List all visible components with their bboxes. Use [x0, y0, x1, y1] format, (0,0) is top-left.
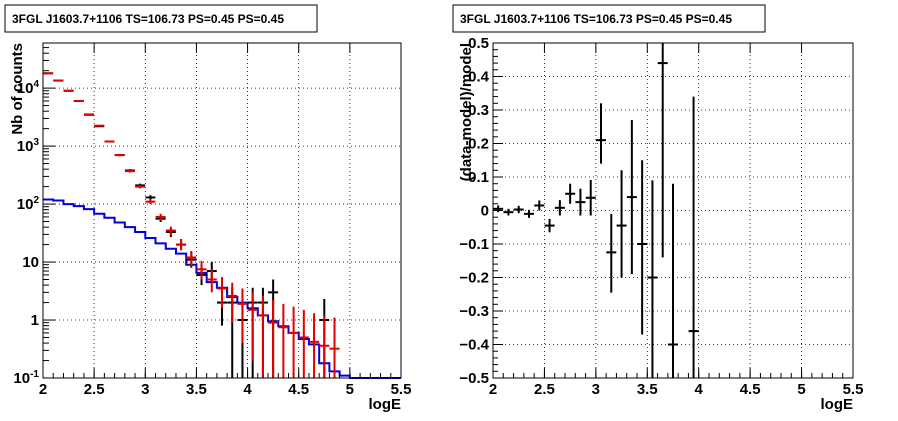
counts-plot-frame — [42, 42, 402, 379]
counts-data-point — [309, 313, 320, 378]
residuals-y-tick-label: 0.5 — [468, 35, 489, 52]
residuals-x-axis-label: logE — [821, 396, 854, 413]
counts-data-point — [176, 238, 187, 251]
residuals-x-tick-label: 5 — [797, 381, 805, 398]
residuals-x-tick-label: 2 — [489, 381, 497, 398]
residuals-data-point — [544, 218, 555, 233]
residuals-data-point — [503, 208, 514, 216]
counts-y-axis-label: Nb of counts — [9, 43, 26, 135]
counts-data-point — [155, 213, 166, 221]
residuals-y-tick-label: 0.2 — [468, 136, 489, 153]
counts-data-point — [288, 306, 299, 378]
counts-x-axis-label: logE — [369, 396, 402, 413]
counts-x-tick-label: 2 — [39, 381, 47, 398]
residuals-data-point — [626, 120, 637, 275]
residuals-y-tick-label: 0.4 — [468, 69, 490, 86]
residuals-data-point — [637, 160, 648, 335]
counts-data-point — [73, 99, 84, 102]
residuals-x-tick-label: 3 — [592, 381, 600, 398]
counts-data-point — [227, 282, 238, 323]
counts-data-point — [53, 79, 64, 82]
counts-data-point — [114, 154, 125, 157]
residuals-data-point — [647, 180, 658, 378]
counts-title-box — [4, 4, 318, 33]
residuals-data-point — [668, 183, 678, 378]
counts-data-point — [319, 315, 330, 378]
residuals-chart-title: 3FGL J1603.7+1106 TS=106.73 PS=0.45 PS=0… — [460, 12, 732, 26]
counts-x-tick-label: 5.5 — [391, 381, 412, 398]
residuals-y-tick-label: −0.2 — [459, 270, 489, 287]
counts-x-tick-label: 2.5 — [84, 381, 105, 398]
residuals-data-point — [606, 213, 617, 293]
residuals-x-tick-label: 4.5 — [740, 381, 761, 398]
residuals-y-axis-label: (data-model)/model — [458, 43, 475, 181]
residuals-data-point — [513, 205, 524, 214]
residuals-panel: 2 2.5 3 3.5 4 4.5 5 5.5 −0.5 −0.4 −0.3 −0.2 −0.1 0 0.1… — [452, 4, 864, 413]
counts-data-point — [145, 199, 156, 205]
residuals-title-box — [452, 4, 766, 33]
counts-data-point — [104, 140, 115, 143]
residuals-x-tick-label: 2.5 — [534, 381, 555, 398]
counts-data-point — [237, 288, 248, 344]
residuals-y-tick-label: −0.4 — [459, 337, 489, 354]
residuals-data-point — [688, 96, 699, 378]
counts-data-point — [217, 277, 227, 309]
residuals-y-tick-label: −0.5 — [459, 370, 489, 387]
counts-chart-title: 3FGL J1603.7+1106 TS=106.73 PS=0.45 PS=0… — [12, 12, 284, 26]
counts-x-tick-label: 4 — [243, 381, 252, 398]
counts-data-point — [247, 292, 258, 361]
counts-data-point — [298, 309, 309, 378]
residuals-y-tick-label: −0.3 — [459, 303, 489, 320]
counts-data-point — [268, 300, 279, 378]
counts-data-point — [43, 72, 54, 75]
counts-data-point — [278, 303, 289, 378]
counts-y-tick-label: 1 — [31, 312, 39, 329]
counts-x-tick-label: 3.5 — [186, 381, 207, 398]
counts-data-point — [206, 269, 217, 293]
counts-x-tick-label: 5 — [346, 381, 354, 398]
residuals-data-point — [596, 103, 606, 164]
residuals-data-point — [616, 170, 627, 278]
counts-y-tick-label: 10 — [22, 254, 39, 271]
counts-data-point — [63, 89, 74, 92]
residuals-y-tick-label: 0.1 — [468, 169, 489, 186]
residuals-data-point — [585, 180, 596, 216]
residuals-y-tick-label: 0 — [481, 203, 489, 220]
residuals-data-point — [575, 188, 586, 216]
counts-y-tick-label: 103 — [17, 137, 40, 155]
counts-data-point — [124, 169, 135, 173]
residuals-data-point — [534, 200, 545, 211]
counts-data-point — [165, 226, 176, 236]
residuals-x-tick-label: 5.5 — [843, 381, 864, 398]
residuals-data-point — [493, 205, 504, 213]
residuals-data-point — [657, 43, 668, 258]
counts-data-point — [196, 260, 207, 280]
residuals-y-tick-label: −0.1 — [459, 236, 489, 253]
counts-y-tick-label: 102 — [17, 195, 40, 213]
residuals-x-tick-label: 3.5 — [637, 381, 658, 398]
counts-data-point — [84, 113, 95, 116]
counts-data-point — [135, 184, 146, 189]
counts-x-tick-label: 3 — [141, 381, 149, 398]
residuals-data-point — [565, 183, 576, 204]
residuals-x-tick-label: 4 — [695, 381, 704, 398]
residuals-data-point — [554, 200, 565, 216]
residuals-data-point — [524, 209, 534, 218]
counts-x-tick-label: 4.5 — [288, 381, 309, 398]
residuals-y-tick-label: 0.3 — [468, 102, 489, 119]
counts-data-point — [329, 317, 340, 378]
counts-data-point — [257, 295, 268, 378]
counts-data-point — [94, 124, 105, 127]
counts-data-point — [145, 195, 156, 200]
counts-data-point — [186, 251, 197, 267]
counts-y-tick-label: 10-1 — [13, 369, 39, 387]
